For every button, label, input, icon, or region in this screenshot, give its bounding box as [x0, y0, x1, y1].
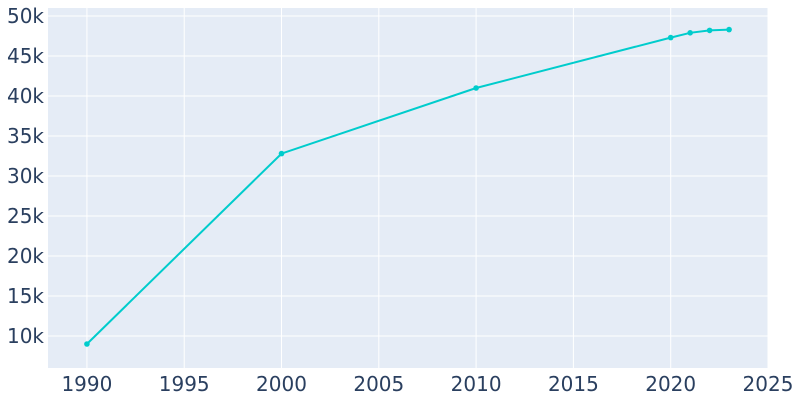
data-point: [726, 26, 732, 33]
series-group: [84, 26, 732, 347]
data-point: [706, 27, 713, 34]
plot-area: [48, 8, 768, 368]
y-tick-label: 10k: [7, 324, 44, 348]
x-tick-label: 2015: [548, 372, 599, 396]
y-tick-label: 40k: [7, 84, 44, 108]
y-tick-label: 15k: [7, 284, 44, 308]
y-tick-label: 45k: [7, 44, 44, 68]
x-tick-label: 2010: [451, 372, 502, 396]
y-tick-label: 25k: [7, 204, 44, 228]
x-tick-label: 2005: [353, 372, 404, 396]
y-gridlines: [48, 15, 768, 337]
y-tick-label: 50k: [7, 4, 44, 28]
x-tick-label: 1995: [159, 372, 210, 396]
y-tick-label: 30k: [7, 164, 44, 188]
x-gridlines: [86, 8, 769, 368]
x-tick-label: 2020: [645, 372, 696, 396]
x-axis-tick-labels: 1990 1995 2000 2005 2010 2015 2020 2025: [61, 372, 793, 396]
x-tick-label: 1990: [61, 372, 112, 396]
data-point: [84, 341, 90, 347]
y-axis-tick-labels: 10k 15k 20k 25k 30k 35k 40k 45k 50k: [7, 4, 44, 348]
y-tick-label: 20k: [7, 244, 44, 268]
y-tick-label: 35k: [7, 124, 44, 148]
data-point: [667, 34, 674, 41]
x-tick-label: 2025: [743, 372, 794, 396]
x-tick-label: 2000: [256, 372, 307, 396]
data-point: [473, 85, 479, 91]
data-point: [687, 30, 693, 36]
data-point: [278, 150, 285, 157]
